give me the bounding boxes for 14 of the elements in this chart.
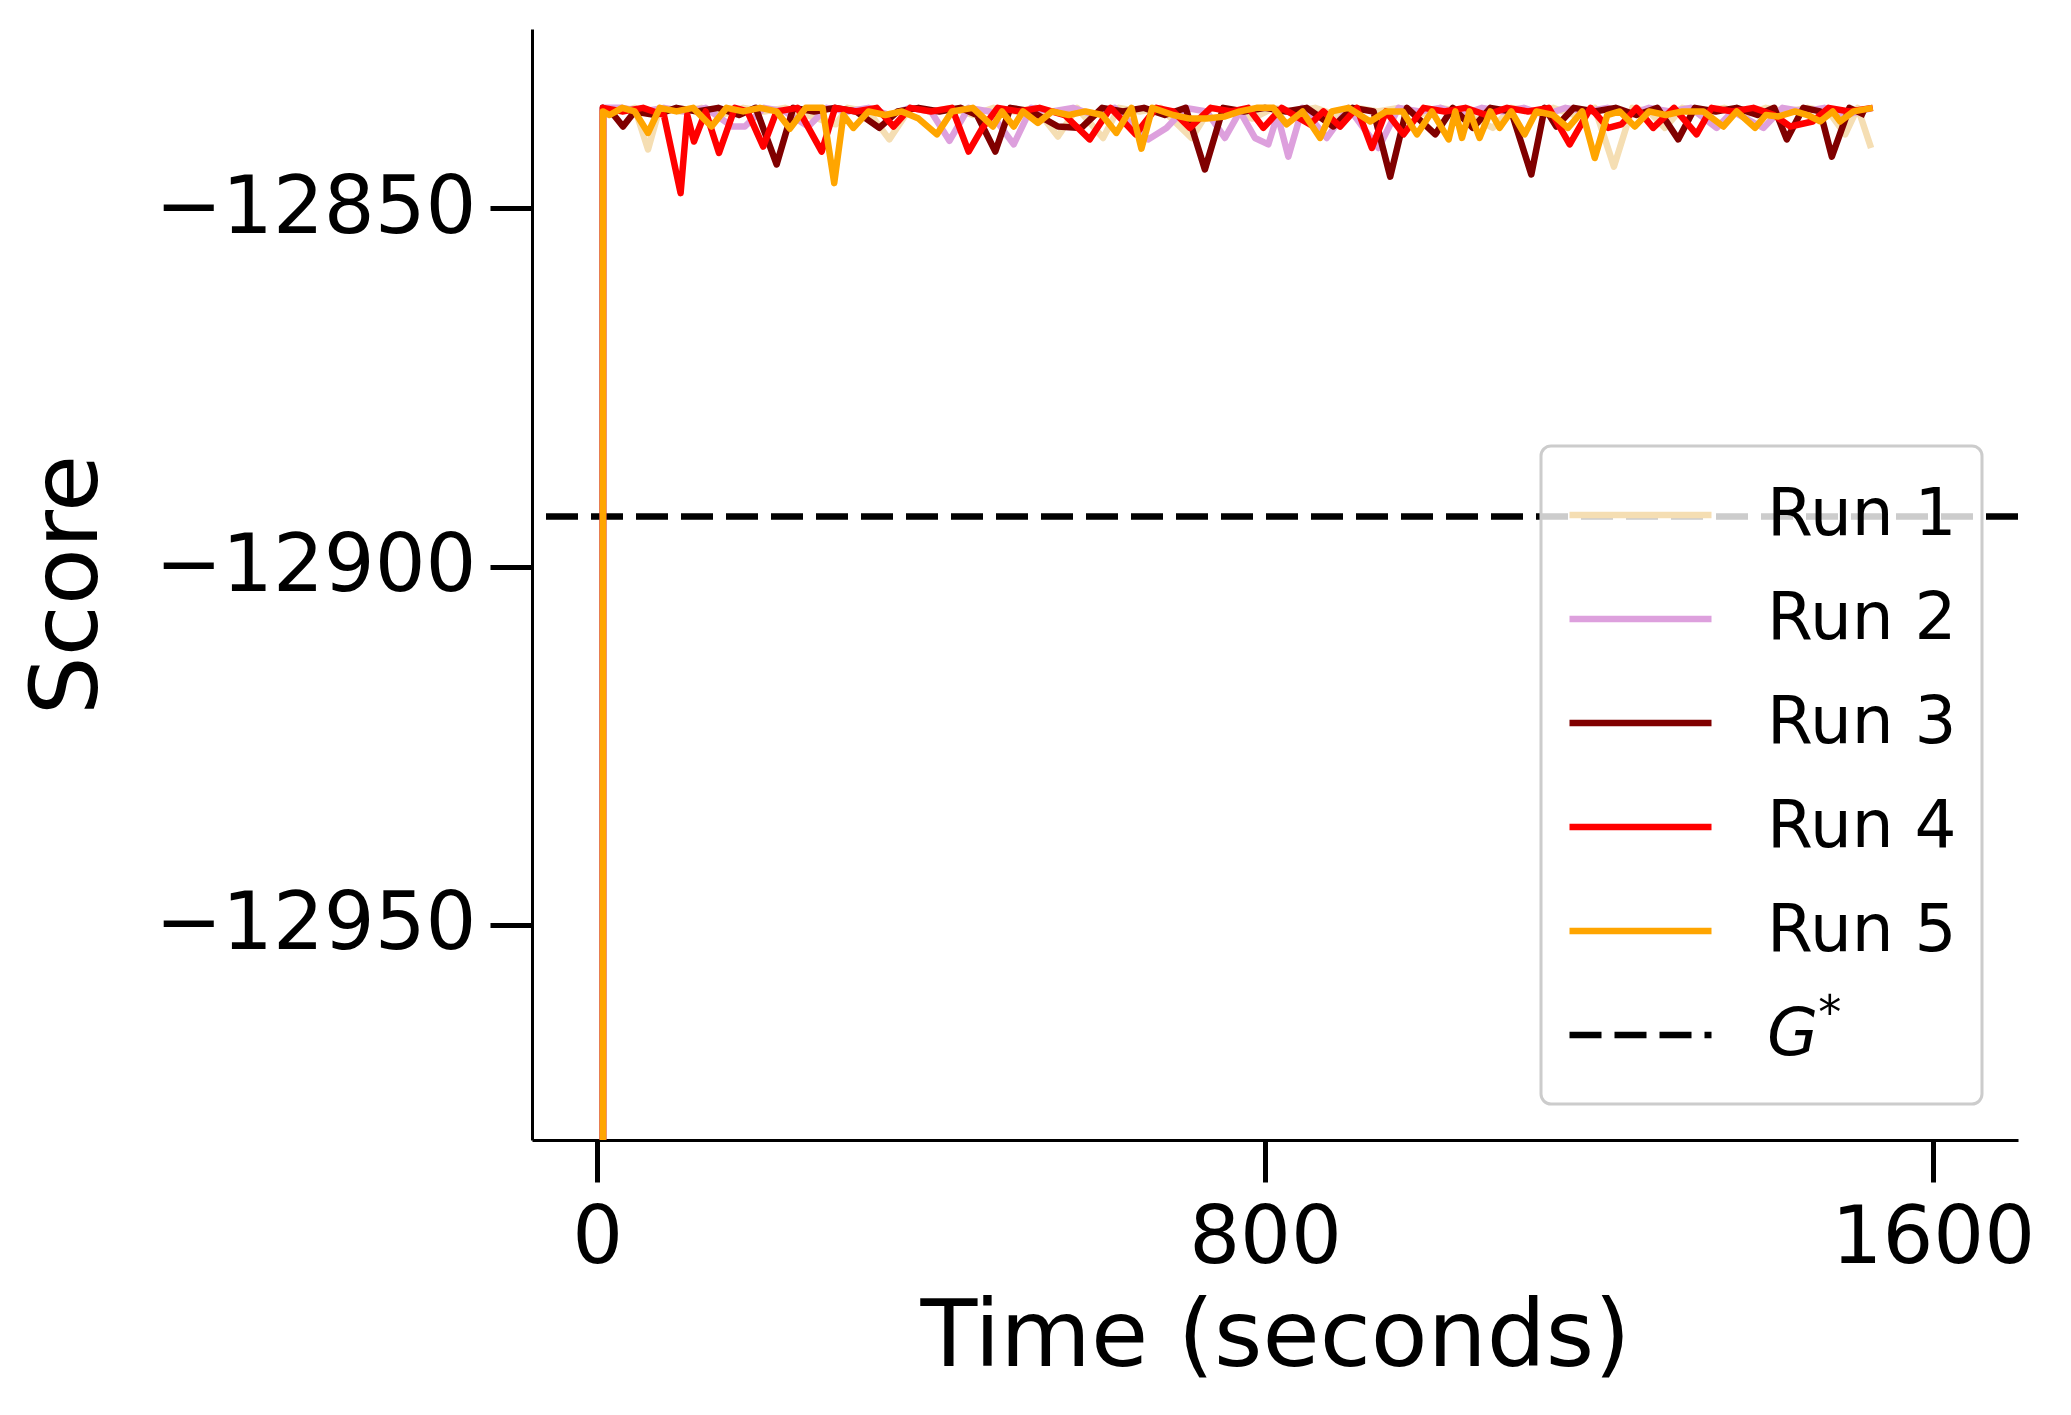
legend-label: Run 5 bbox=[1767, 890, 1957, 967]
y-axis-title: Score bbox=[10, 454, 119, 716]
y-tick-label: −12900 bbox=[154, 517, 477, 611]
y-tick-label: −12850 bbox=[154, 158, 477, 252]
x-axis-title: Time (seconds) bbox=[919, 1279, 1631, 1388]
legend-label: G$^{*}$ bbox=[1767, 985, 1842, 1071]
legend-label: Run 1 bbox=[1767, 474, 1957, 551]
y-tick-label: −12950 bbox=[154, 875, 477, 969]
x-tick-label: 0 bbox=[572, 1188, 624, 1282]
legend-label: Run 3 bbox=[1767, 682, 1957, 759]
legend-label: Run 4 bbox=[1767, 786, 1957, 863]
legend-label: Run 2 bbox=[1767, 578, 1957, 655]
x-tick-label: 800 bbox=[1189, 1188, 1342, 1282]
x-tick-label: 1600 bbox=[1831, 1188, 2036, 1282]
